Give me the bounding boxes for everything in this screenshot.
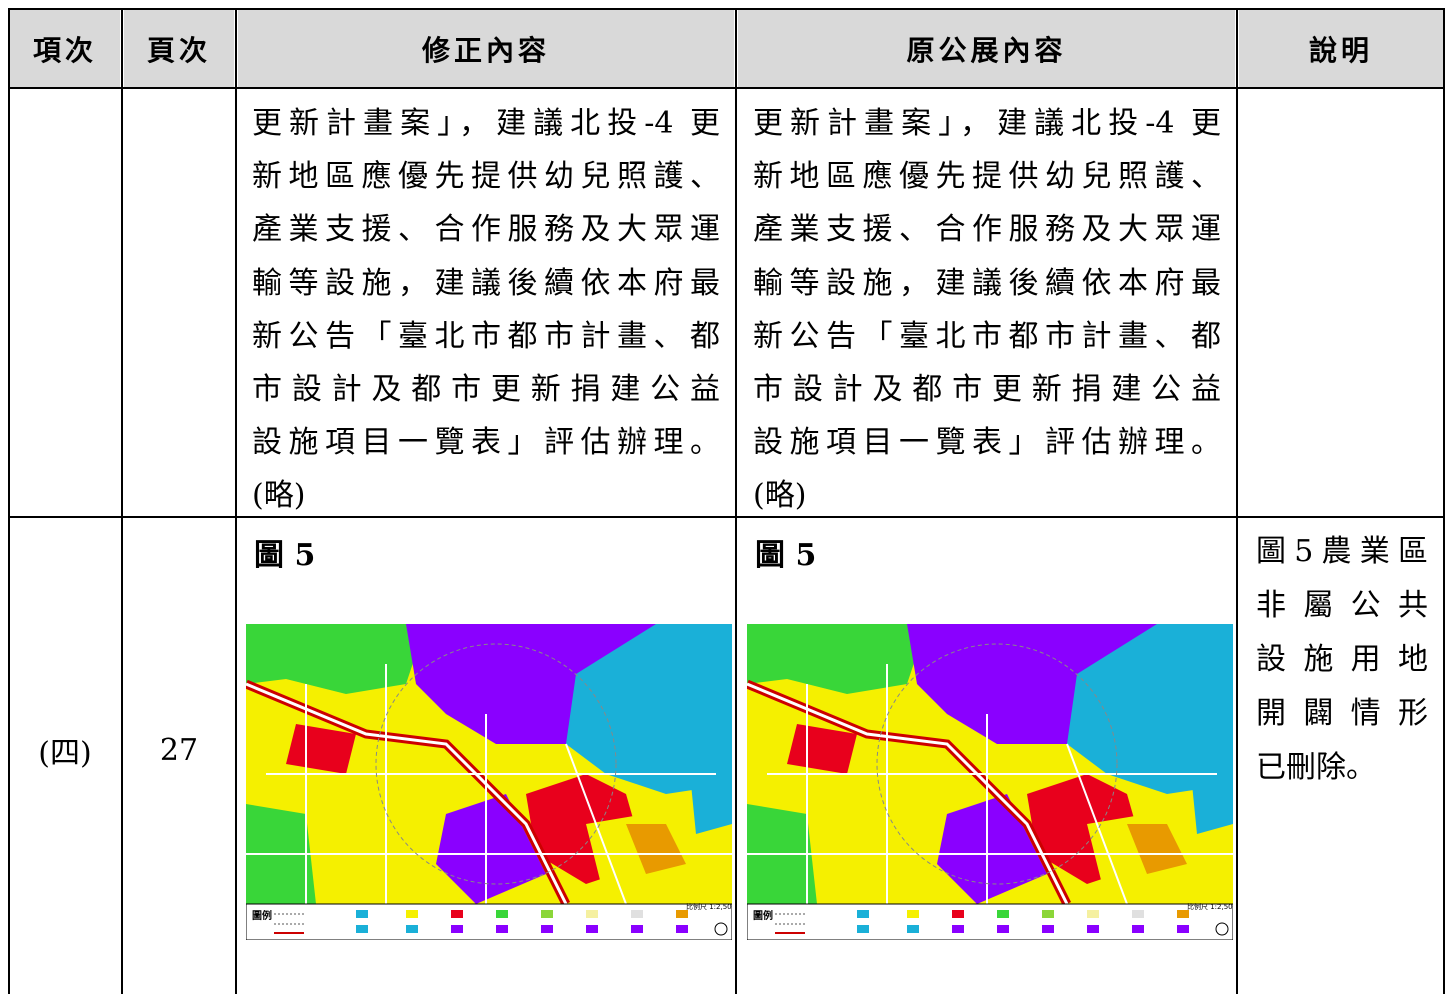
- header-divider: [8, 87, 1445, 89]
- table-border-top: [8, 8, 1445, 10]
- text-line: 新地區應優先提供幼兒照護、: [753, 159, 1221, 195]
- header-cell-bg: [1239, 10, 1443, 87]
- map-legend-swatches: [274, 910, 728, 936]
- note-line: 設施用地: [1256, 642, 1428, 677]
- text-line: 輸等設施，建議後續依本府最: [252, 265, 720, 301]
- note-line: 已刪除。: [1256, 750, 1376, 785]
- text-line: 新地區應優先提供幼兒照護、: [252, 159, 720, 195]
- column-border: [1443, 8, 1445, 994]
- header-page: 頁次: [146, 33, 211, 67]
- row1-original-text: 更新計畫案」，建議北投-4 更 新地區應優先提供幼兒照護、 產業支援、合作服務及…: [753, 97, 1221, 523]
- column-border: [8, 8, 10, 994]
- note-line: 開闢情形: [1256, 696, 1428, 731]
- text-line: 新公告「臺北市都市計畫、都: [252, 318, 720, 354]
- header-cell-bg: [738, 10, 1235, 87]
- header-revised: 修正內容: [421, 33, 550, 67]
- header-cell-bg: [238, 10, 734, 87]
- map-scale: 比例尺 1:2,500: [1187, 902, 1233, 911]
- map-legend-title: 圖例: [252, 909, 272, 922]
- row2-note: 圖5農業區 非屬公共 設施用地 開闢情形 已刪除。: [1256, 525, 1428, 795]
- header-note: 說明: [1308, 33, 1373, 67]
- column-border: [1236, 8, 1238, 994]
- row2-item: (四): [38, 736, 92, 771]
- header-original: 原公展內容: [906, 33, 1067, 67]
- header-item: 項次: [32, 33, 97, 67]
- original-figure-title: 圖 5: [755, 538, 817, 573]
- row-divider: [8, 516, 1445, 518]
- text-line: 輸等設施，建議後續依本府最: [753, 265, 1221, 301]
- map-image: [747, 624, 1233, 907]
- map-legend-box: [747, 903, 1233, 940]
- map-legend-swatches: [775, 910, 1229, 936]
- note-line: 圖5農業區: [1256, 534, 1428, 569]
- text-line: 市設計及都市更新捐建公益: [753, 372, 1221, 408]
- text-line: 新公告「臺北市都市計畫、都: [753, 318, 1221, 354]
- map-image: [246, 624, 732, 907]
- text-line: (略): [252, 478, 306, 514]
- text-line: (略): [753, 478, 807, 514]
- header-cell-bg: [124, 10, 234, 87]
- text-line: 市設計及都市更新捐建公益: [252, 372, 720, 408]
- text-line: 產業支援、合作服務及大眾運: [252, 212, 720, 248]
- map-scale: 比例尺 1:2,500: [686, 902, 732, 911]
- map-legend-title: 圖例: [753, 909, 773, 922]
- map-legend-box: [246, 903, 732, 940]
- row2-page: 27: [159, 732, 199, 768]
- revised-figure-title: 圖 5: [254, 538, 316, 573]
- note-line: 非屬公共: [1256, 588, 1428, 623]
- text-line: 更新計畫案」，建議北投-4 更: [753, 106, 1221, 141]
- text-line: 更新計畫案」，建議北投-4 更: [252, 106, 720, 141]
- text-line: 設施項目一覽表」評估辦理。: [252, 425, 720, 461]
- column-border: [735, 8, 737, 994]
- text-line: 產業支援、合作服務及大眾運: [753, 212, 1221, 248]
- column-border: [121, 8, 123, 994]
- header-cell-bg: [10, 10, 120, 87]
- revised-zoning-map: 圖例 比例尺 1:2,500: [246, 624, 732, 940]
- column-border: [235, 8, 237, 994]
- original-zoning-map: 圖例 比例尺 1:2,500: [747, 624, 1233, 940]
- text-line: 設施項目一覽表」評估辦理。: [753, 425, 1221, 461]
- row1-revised-text: 更新計畫案」，建議北投-4 更 新地區應優先提供幼兒照護、 產業支援、合作服務及…: [252, 97, 720, 523]
